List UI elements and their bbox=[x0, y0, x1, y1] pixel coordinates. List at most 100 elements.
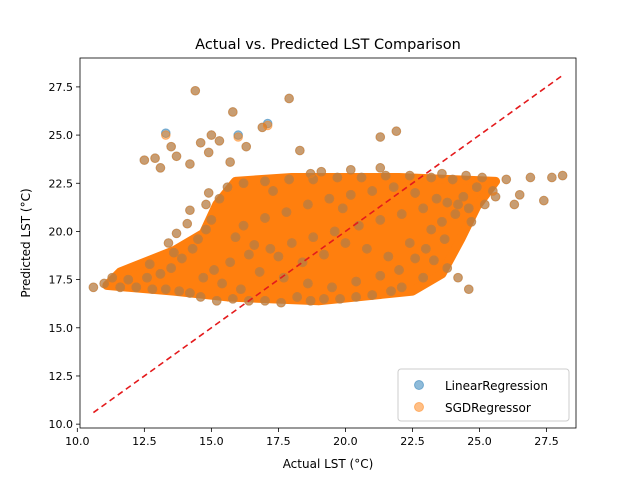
point-sgdregressor bbox=[324, 193, 335, 204]
point-sgdregressor bbox=[303, 278, 313, 289]
point-sgdregressor bbox=[509, 199, 520, 210]
point-sgdregressor bbox=[177, 253, 187, 264]
legend-box bbox=[397, 368, 570, 422]
plot-area bbox=[88, 74, 568, 414]
x-tick-label: 10.0 bbox=[65, 435, 90, 448]
point-sgdregressor bbox=[386, 286, 396, 296]
legend-label-sgdregressor: SGDRegressor bbox=[445, 401, 531, 415]
point-sgdregressor bbox=[268, 186, 278, 196]
point-sgdregressor bbox=[335, 294, 345, 304]
axis-ticks: 10.0 12.5 15.0 17.5 20.0 22.5 25.0 27.5 10.0 12.5… bbox=[49, 81, 559, 448]
point-sgdregressor bbox=[375, 215, 386, 225]
point-sgdregressor bbox=[332, 172, 343, 183]
point-sgdregressor bbox=[185, 288, 195, 298]
point-sgdregressor bbox=[139, 155, 150, 165]
point-sgdregressor bbox=[547, 172, 557, 183]
point-sgdregressor bbox=[319, 294, 329, 304]
point-sgdregressor bbox=[356, 172, 367, 183]
point-sgdregressor bbox=[391, 126, 402, 137]
x-tick-label: 15.0 bbox=[199, 435, 224, 448]
point-sgdregressor bbox=[525, 172, 536, 183]
x-tick-label: 27.5 bbox=[534, 435, 559, 448]
point-sgdregressor bbox=[171, 228, 182, 239]
y-tick-label: 22.5 bbox=[49, 177, 74, 190]
point-sgdregressor bbox=[316, 166, 327, 177]
point-sgdregressor bbox=[463, 203, 474, 214]
point-sgdregressor bbox=[190, 85, 201, 96]
point-sgdregressor bbox=[367, 290, 378, 300]
point-sgdregressor bbox=[260, 213, 270, 223]
point-sgdregressor bbox=[182, 218, 193, 229]
point-sgdregressor bbox=[115, 282, 126, 293]
point-sgdregressor bbox=[354, 220, 364, 231]
point-sgdregressor bbox=[241, 141, 252, 152]
point-sgdregressor bbox=[160, 130, 171, 140]
point-sgdregressor bbox=[174, 286, 184, 296]
y-tick-label: 27.5 bbox=[49, 81, 74, 94]
x-tick-label: 25.0 bbox=[467, 435, 492, 448]
point-sgdregressor bbox=[238, 220, 249, 231]
point-sgdregressor bbox=[254, 267, 265, 277]
point-sgdregressor bbox=[466, 217, 477, 227]
scatter-points bbox=[88, 85, 568, 308]
point-sgdregressor bbox=[169, 247, 179, 258]
point-sgdregressor bbox=[388, 182, 399, 192]
reference-line bbox=[92, 74, 564, 414]
point-sgdregressor bbox=[410, 188, 420, 198]
point-sgdregressor bbox=[295, 145, 305, 156]
point-sgdregressor bbox=[201, 224, 211, 235]
point-sgdregressor bbox=[488, 186, 498, 196]
point-sgdregressor bbox=[439, 234, 450, 244]
point-sgdregressor bbox=[228, 107, 238, 117]
point-sgdregressor bbox=[501, 174, 512, 185]
point-sgdregressor bbox=[463, 284, 474, 295]
point-sgdregressor bbox=[198, 272, 209, 283]
point-sgdregressor bbox=[410, 253, 420, 264]
y-tick-label: 10.0 bbox=[49, 418, 74, 431]
point-sgdregressor bbox=[404, 170, 415, 181]
point-sgdregressor bbox=[287, 238, 297, 248]
point-sgdregressor bbox=[99, 278, 109, 289]
y-tick-label: 25.0 bbox=[49, 129, 74, 142]
point-sgdregressor bbox=[217, 278, 227, 289]
point-sgdregressor bbox=[171, 151, 182, 162]
y-axis-label: Predicted LST (°C) bbox=[19, 188, 33, 297]
point-sgdregressor bbox=[249, 240, 260, 250]
point-sgdregressor bbox=[257, 122, 268, 133]
point-sgdregressor bbox=[238, 178, 249, 189]
point-sgdregressor bbox=[206, 130, 217, 140]
x-axis-label: Actual LST (°C) bbox=[283, 457, 374, 471]
point-sgdregressor bbox=[426, 224, 437, 235]
point-sgdregressor bbox=[195, 292, 206, 302]
point-sgdregressor bbox=[214, 136, 225, 146]
point-sgdregressor bbox=[185, 159, 195, 169]
point-sgdregressor bbox=[437, 217, 447, 227]
point-sgdregressor bbox=[160, 284, 171, 295]
point-sgdregressor bbox=[193, 234, 203, 244]
point-sgdregressor bbox=[150, 153, 160, 164]
point-sgdregressor bbox=[308, 174, 319, 185]
point-sgdregressor bbox=[351, 292, 361, 302]
point-sgdregressor bbox=[228, 294, 238, 304]
point-sgdregressor bbox=[144, 259, 155, 269]
point-sgdregressor bbox=[142, 272, 152, 283]
y-tick-label: 12.5 bbox=[49, 370, 74, 383]
point-sgdregressor bbox=[437, 168, 447, 179]
legend: LinearRegression SGDRegressor bbox=[397, 368, 570, 422]
point-sgdregressor bbox=[195, 137, 206, 148]
point-sgdregressor bbox=[539, 195, 549, 206]
point-sgdregressor bbox=[273, 251, 284, 262]
point-sgdregressor bbox=[147, 284, 158, 295]
point-sgdregressor bbox=[375, 132, 386, 142]
legend-marker-sgdregressor bbox=[414, 402, 424, 412]
point-sgdregressor bbox=[453, 272, 463, 283]
point-sgdregressor bbox=[362, 243, 372, 254]
point-sgdregressor bbox=[319, 249, 329, 260]
point-sgdregressor bbox=[367, 186, 378, 196]
y-tick-label: 20.0 bbox=[49, 225, 74, 238]
point-sgdregressor bbox=[260, 176, 270, 187]
point-sgdregressor bbox=[431, 193, 442, 204]
point-sgdregressor bbox=[375, 163, 386, 173]
point-sgdregressor bbox=[394, 265, 404, 275]
